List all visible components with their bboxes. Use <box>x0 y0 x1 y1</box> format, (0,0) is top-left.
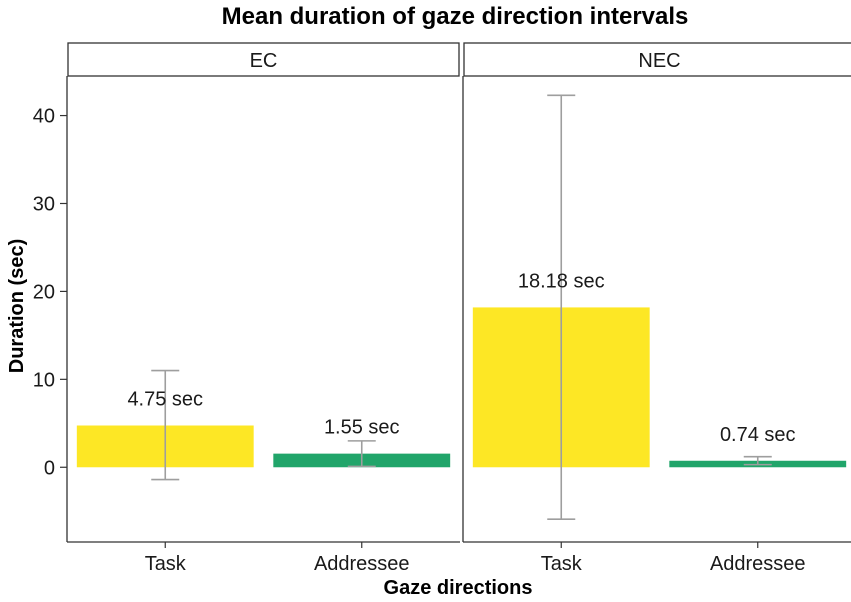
facet-strip-label: NEC <box>638 50 680 72</box>
facet-panel-nec: NEC 18.18 sec Task 0.74 sec Addressee <box>462 42 851 575</box>
data-label: 1.55 sec <box>324 417 400 439</box>
facet-strip-label: EC <box>250 50 278 72</box>
chart-title: Mean duration of gaze direction interval… <box>222 3 689 30</box>
x-tick-label: Addressee <box>710 553 806 575</box>
y-tick-label: 20 <box>33 281 55 303</box>
facet-panel-ec: EC 4.75 sec Task 1.55 sec Addressee <box>66 42 460 575</box>
data-label: 0.74 sec <box>720 424 796 446</box>
facet-strip <box>67 42 460 77</box>
y-tick-label: 10 <box>33 369 55 391</box>
data-label: 4.75 sec <box>127 389 203 411</box>
x-axis-title: Gaze directions <box>384 577 533 599</box>
y-tick-label: 30 <box>33 193 55 215</box>
data-label: 18.18 sec <box>518 270 605 292</box>
x-tick-label: Addressee <box>314 553 410 575</box>
y-tick-label: 40 <box>33 106 55 128</box>
facet-panels: EC 4.75 sec Task 1.55 sec Addressee NEC 18.18 … <box>66 42 851 575</box>
facet-strip <box>463 42 851 77</box>
x-tick-label: Task <box>145 553 187 575</box>
y-axis: 0 10 20 30 40 <box>33 106 67 479</box>
y-axis-title: Duration (sec) <box>6 239 28 373</box>
y-tick-label: 0 <box>44 457 55 479</box>
x-tick-label: Task <box>541 553 583 575</box>
